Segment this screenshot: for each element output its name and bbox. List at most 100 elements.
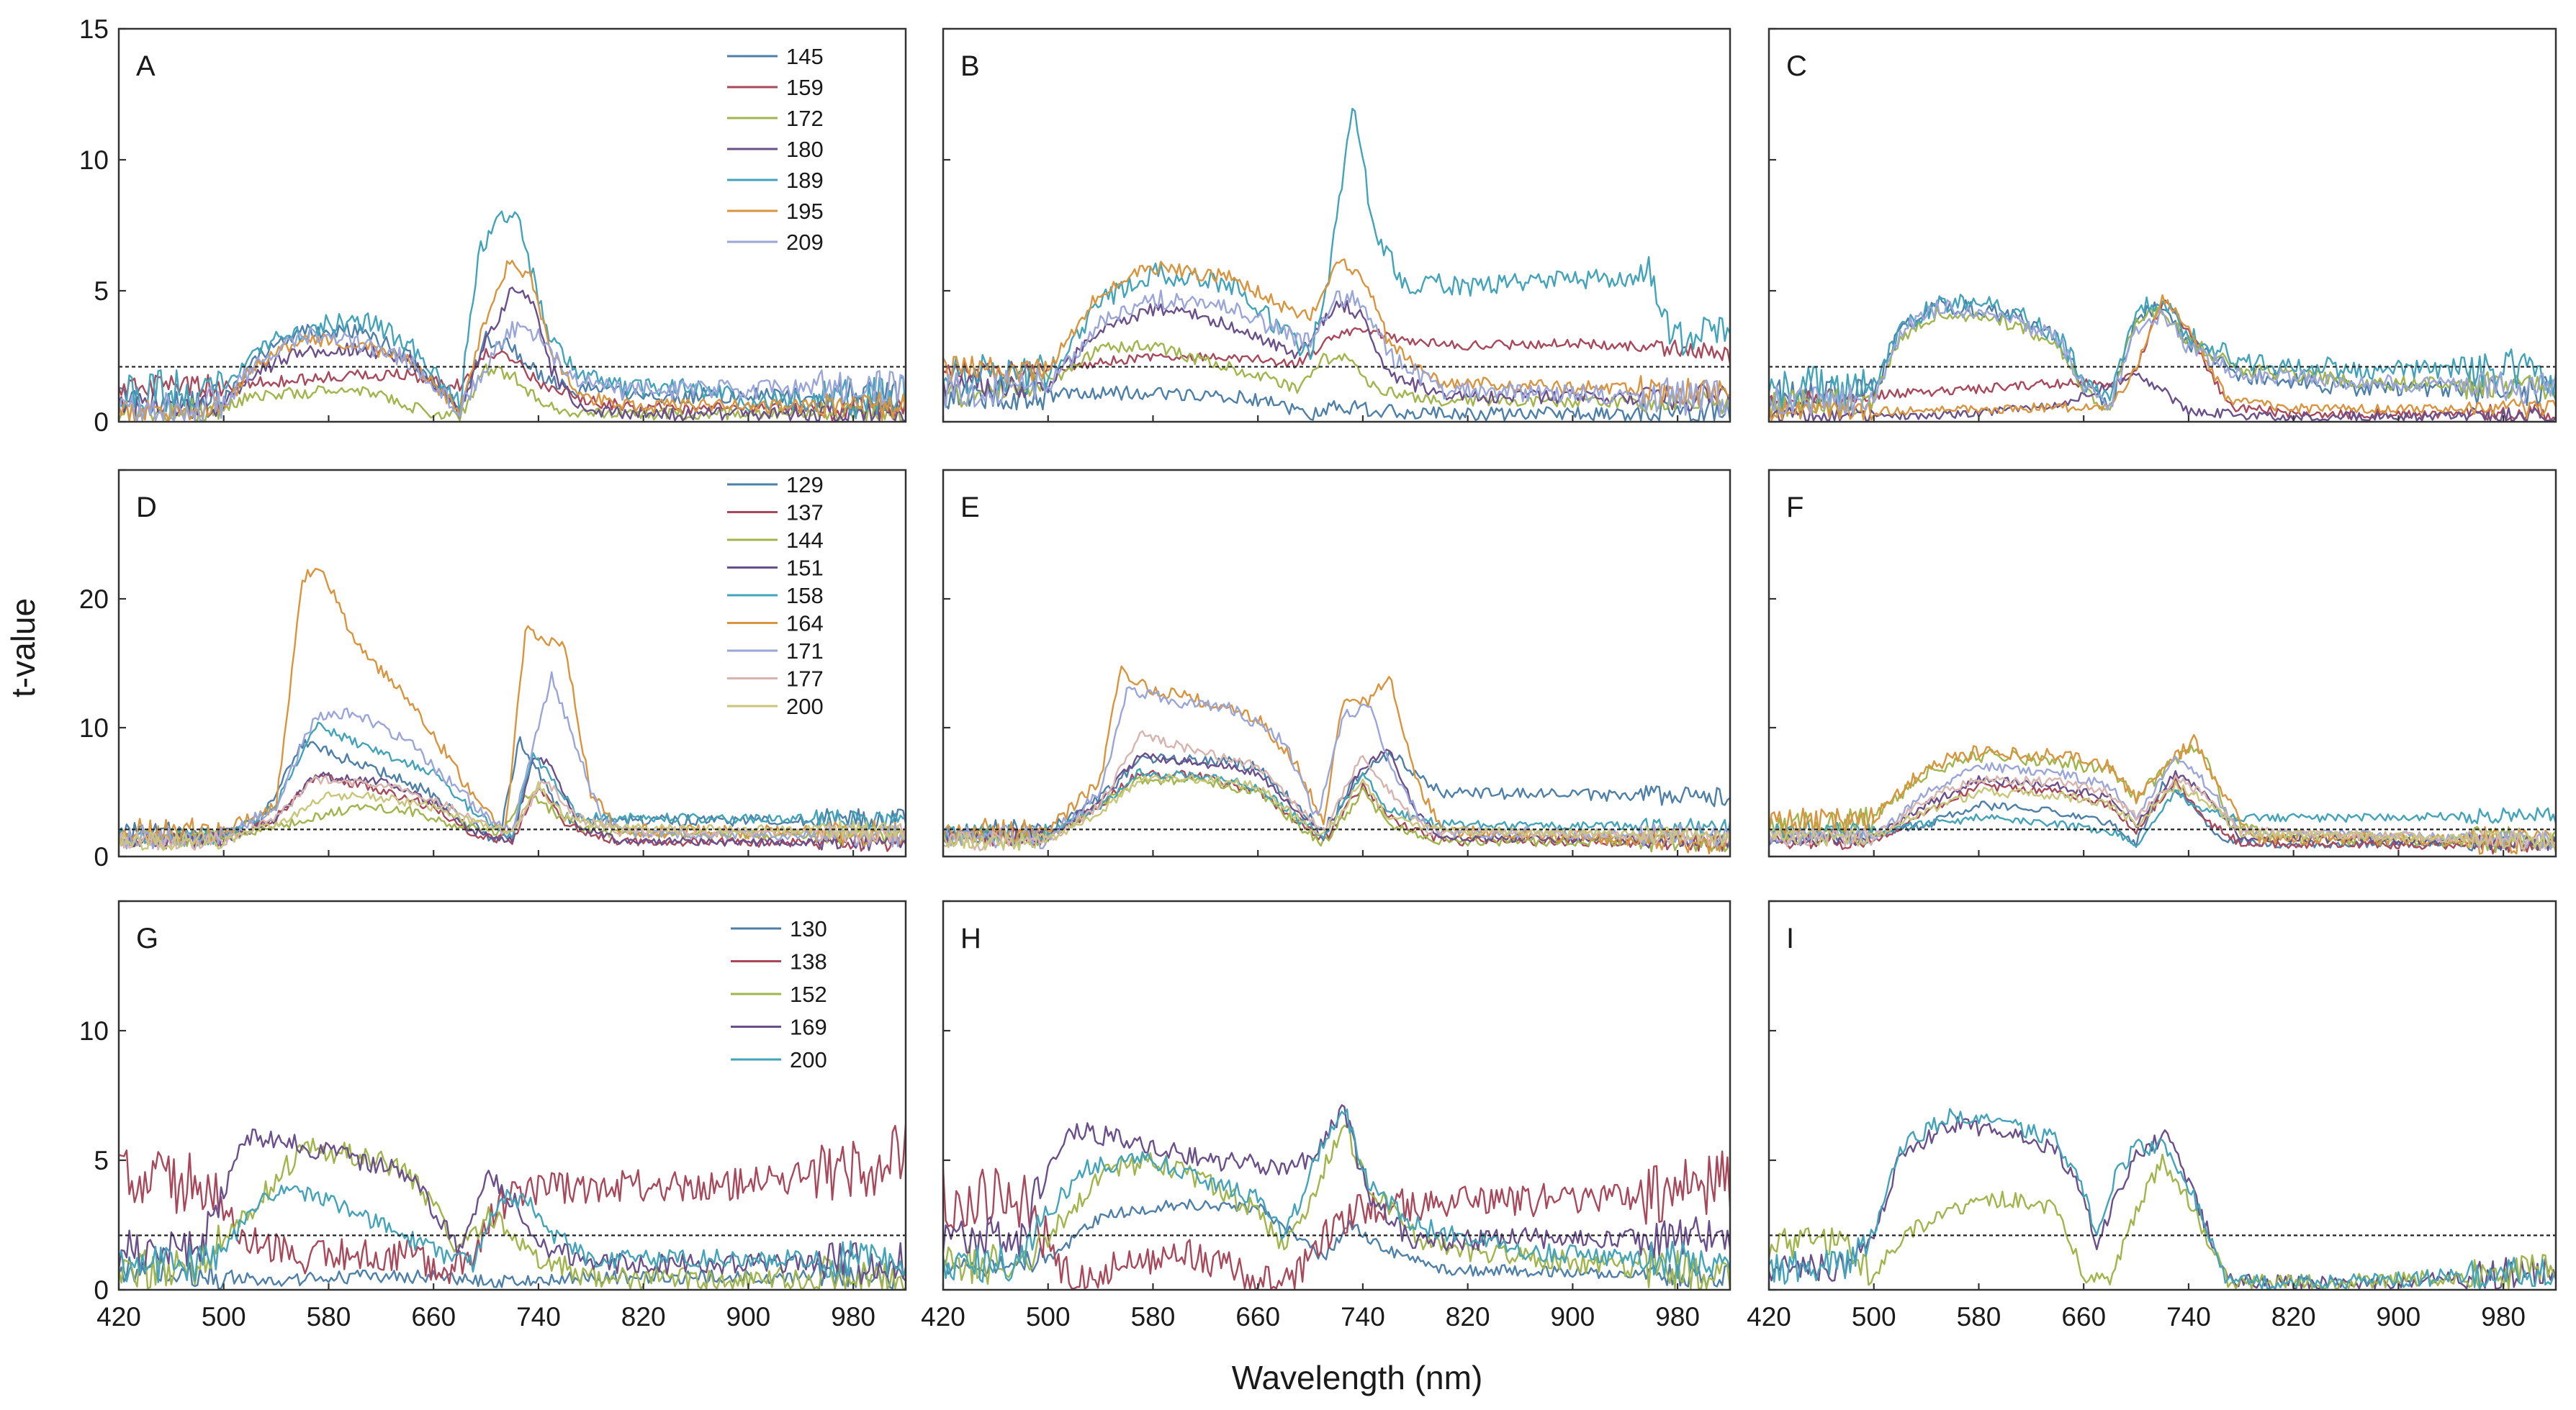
panel-e-letter: E bbox=[960, 492, 980, 523]
panel-a-series-line-1 bbox=[119, 322, 906, 417]
panel-e-frame bbox=[942, 469, 1731, 858]
panel-b-series-line-3 bbox=[943, 340, 1730, 415]
panel-a-y-tick-label: 10 bbox=[79, 145, 109, 175]
panel-g-x-tick-label: 500 bbox=[202, 1302, 246, 1332]
panel-h-frame bbox=[942, 900, 1731, 1291]
panel-e-series bbox=[943, 665, 1730, 854]
panel-g-legend-label: 152 bbox=[790, 982, 827, 1007]
panel-a-series-line-6 bbox=[119, 260, 906, 422]
panel-g-series bbox=[119, 1124, 906, 1290]
panel-d-legend-label: 158 bbox=[786, 583, 824, 608]
panel-d-legend-label: 144 bbox=[786, 528, 824, 553]
panel-d-legend-label: 171 bbox=[786, 638, 824, 664]
panel-f-letter: F bbox=[1786, 492, 1803, 523]
panel-a-legend-label: 180 bbox=[786, 137, 824, 162]
panel-d-series bbox=[119, 568, 906, 852]
panel-a-legend: 145 159 172 180 189 195 209 bbox=[727, 44, 824, 255]
panel-i-series-line-1 bbox=[1769, 1116, 2556, 1290]
panel-h-x-tick-label: 740 bbox=[1341, 1302, 1385, 1332]
panel-d-letter: D bbox=[136, 492, 157, 523]
panel-i-x-tick-label: 500 bbox=[1852, 1302, 1896, 1332]
panel-g-legend: 130 138 152 169 200 bbox=[731, 916, 827, 1072]
panel-g-series-line-5 bbox=[119, 1185, 906, 1283]
panel-i-series-line-3 bbox=[1769, 1108, 2556, 1290]
panel-b-series bbox=[943, 107, 1730, 422]
panel-i: 420 500 580 660 740 820 900 980 I bbox=[1747, 900, 2557, 1332]
panel-c-series-line-1 bbox=[1769, 295, 2556, 413]
panel-b-series-line-2 bbox=[943, 327, 1730, 380]
panel-e-series-line-9 bbox=[943, 774, 1730, 851]
panel-h-x-tick-label: 980 bbox=[1655, 1302, 1700, 1332]
panel-f-frame bbox=[1767, 469, 2557, 858]
panel-g-y-tick-label: 0 bbox=[94, 1275, 109, 1305]
panel-d-y-tick-label: 20 bbox=[79, 584, 109, 614]
panel-g-x-tick-label: 740 bbox=[516, 1302, 561, 1332]
panel-i-x-tick-label: 900 bbox=[2377, 1302, 2421, 1332]
panel-c: C bbox=[1767, 27, 2557, 423]
panel-a: 0 5 10 15 A 145 159 172 180 189 195 209 bbox=[79, 14, 907, 437]
panel-f: F bbox=[1767, 469, 2557, 858]
panel-a-legend-label: 159 bbox=[786, 75, 824, 100]
panel-g-y-tick-label: 5 bbox=[94, 1146, 109, 1175]
panel-g-x-tick-label: 580 bbox=[307, 1302, 351, 1332]
panel-h-series-line-4 bbox=[943, 1104, 1730, 1259]
panel-a-y-tick-label: 5 bbox=[94, 276, 109, 306]
panel-i-series-line-2 bbox=[1769, 1153, 2556, 1290]
x-axis-title: Wavelength (nm) bbox=[1232, 1359, 1483, 1396]
panel-h-letter: H bbox=[960, 923, 981, 954]
panel-i-x-tick-label: 980 bbox=[2481, 1302, 2526, 1332]
panel-d-legend-label: 137 bbox=[786, 500, 824, 525]
panel-g-letter: G bbox=[136, 923, 158, 954]
panel-d-y-tick-label: 10 bbox=[79, 713, 109, 743]
panel-f-series bbox=[1769, 733, 2556, 855]
panel-b: B bbox=[942, 27, 1731, 423]
panel-b-letter: B bbox=[960, 50, 980, 82]
panel-d-series-line-6 bbox=[119, 568, 906, 847]
panel-i-series bbox=[1769, 1108, 2556, 1290]
panel-d-series-line-7 bbox=[119, 671, 906, 850]
panel-a-series-line-4 bbox=[119, 286, 906, 422]
panel-h-series-line-2 bbox=[943, 1150, 1730, 1290]
panel-a-legend-label: 189 bbox=[786, 168, 824, 193]
panel-h-series bbox=[943, 1104, 1730, 1290]
panel-d-series-line-4 bbox=[119, 756, 906, 851]
panel-f-series-line-9 bbox=[1769, 780, 2556, 849]
panel-d-legend-label: 177 bbox=[786, 666, 824, 692]
panel-d-legend-label: 164 bbox=[786, 611, 824, 636]
panel-g: 0 5 10 420 500 580 660 740 820 900 980 G 130 138 152 16… bbox=[79, 900, 907, 1332]
panel-d-y-tick-label: 0 bbox=[94, 842, 109, 872]
panel-g-x-tick-label: 900 bbox=[726, 1302, 771, 1332]
panel-c-series-line-5 bbox=[1769, 294, 2556, 410]
panel-g-x-tick-label: 980 bbox=[831, 1302, 875, 1332]
panel-d-legend-label: 129 bbox=[786, 472, 824, 497]
panel-d-legend-label: 200 bbox=[786, 694, 824, 719]
panel-h-x-tick-label: 660 bbox=[1235, 1302, 1280, 1332]
panel-b-frame bbox=[942, 27, 1731, 423]
panel-a-letter: A bbox=[136, 50, 156, 82]
panel-i-frame bbox=[1767, 900, 2557, 1291]
panel-c-series-line-4 bbox=[1769, 372, 2556, 422]
panel-a-frame bbox=[117, 27, 907, 423]
panel-a-legend-label: 145 bbox=[786, 44, 824, 69]
panel-b-series-line-1 bbox=[943, 381, 1730, 422]
panel-h-x-tick-label: 900 bbox=[1551, 1302, 1595, 1332]
panel-g-x-tick-label: 820 bbox=[621, 1302, 666, 1332]
panel-h-x-tick-label: 420 bbox=[921, 1302, 965, 1332]
panel-b-series-line-7 bbox=[943, 289, 1730, 418]
panel-i-x-tick-label: 820 bbox=[2271, 1302, 2316, 1332]
panel-a-series-line-2 bbox=[119, 348, 906, 422]
panel-g-series-line-4 bbox=[119, 1128, 906, 1285]
panel-h: 420 500 580 660 740 820 900 980 H bbox=[921, 900, 1731, 1332]
panel-e: E bbox=[942, 469, 1731, 858]
panel-f-series-line-8 bbox=[1769, 774, 2556, 851]
panel-c-frame bbox=[1767, 27, 2557, 423]
panel-g-legend-label: 200 bbox=[790, 1047, 827, 1072]
panel-h-x-tick-label: 820 bbox=[1446, 1302, 1490, 1332]
panel-f-series-line-6 bbox=[1769, 733, 2556, 855]
panel-g-y-tick-label: 10 bbox=[79, 1016, 109, 1046]
panel-c-series bbox=[1769, 294, 2556, 422]
